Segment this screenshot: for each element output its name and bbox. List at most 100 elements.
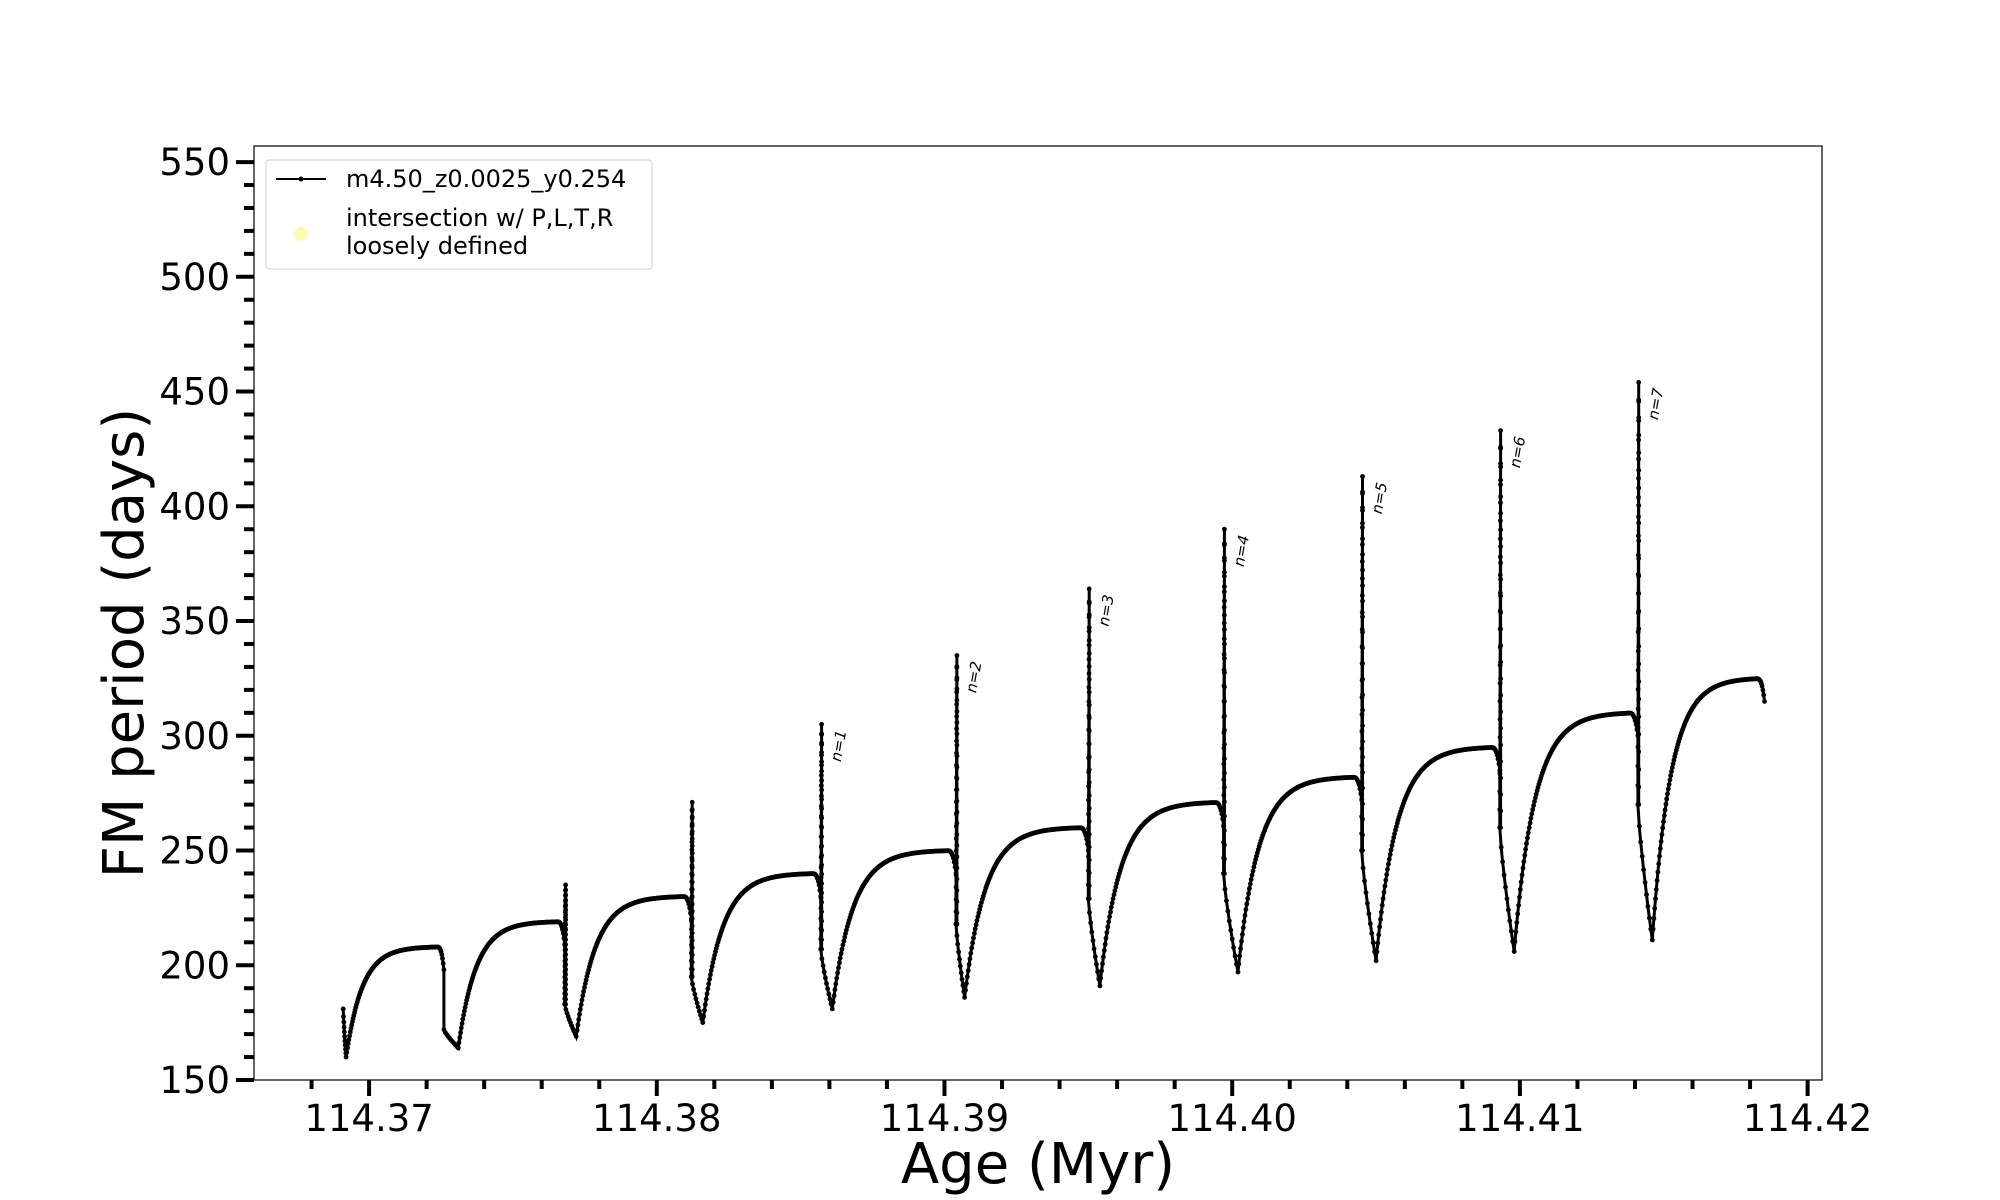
data-point [1359,576,1365,581]
data-point [1525,830,1531,836]
data-point [954,832,960,837]
data-point [1360,739,1365,744]
data-point [1221,871,1226,876]
pulse-label-n=7: n=7 [1644,386,1667,421]
data-point [1221,824,1227,829]
data-point [345,1041,351,1047]
data-point [706,981,712,987]
data-point [819,937,824,943]
data-point [976,910,982,916]
data-point [954,701,960,707]
data-point [833,981,839,987]
data-point [956,949,961,955]
legend-marker-swatch [294,227,308,241]
data-point [1221,605,1227,610]
pulse-label-n=2: n=2 [962,660,985,694]
data-point [689,930,695,936]
data-point [1391,835,1397,840]
data-point [1222,856,1227,862]
data-point [1105,924,1111,930]
data-point [563,972,568,977]
data-point [563,977,568,982]
data-point [1360,707,1365,713]
x-tick-label: 114.42 [1743,1097,1872,1140]
data-point [440,961,446,966]
data-point [1359,729,1365,734]
data-point [1498,510,1503,516]
data-point [1097,983,1103,989]
data-point [1392,831,1397,837]
data-point [1109,900,1115,906]
data-point [689,894,695,900]
data-point [1086,805,1092,811]
data-point [689,901,695,907]
data-point [967,956,973,962]
data-point [1360,754,1365,760]
data-point [1386,861,1391,867]
data-point [1379,902,1385,908]
data-point [341,1024,347,1030]
data-point [819,731,824,737]
data-point [1370,940,1376,946]
data-point [1108,904,1114,910]
data-point [689,814,695,820]
data-point [576,1017,582,1022]
data-point [563,912,568,918]
data-point [1244,901,1250,907]
data-point [1360,525,1365,530]
data-point [1663,801,1669,807]
data-point [1362,878,1367,884]
data-point [708,972,713,978]
data-point [1222,612,1227,618]
series-markers [340,380,1767,1060]
data-point [573,1034,579,1039]
data-point [1222,627,1227,632]
data-point [1761,692,1767,698]
data-point [954,787,960,793]
data-point [818,885,824,891]
data-point [1498,494,1503,500]
y-tick-label: 550 [159,141,230,184]
y-tick-label: 200 [159,944,230,987]
data-point [693,996,699,1002]
data-point [1654,878,1660,883]
data-point [1086,754,1092,760]
data-point [708,968,714,973]
data-point [974,918,980,923]
data-point [1092,954,1098,960]
data-point [958,970,964,976]
data-point [954,731,960,737]
data-point [1636,538,1642,544]
data-point [1086,612,1092,618]
data-point [826,991,832,997]
data-point [347,1029,353,1035]
data-point [959,976,965,982]
data-point [1517,887,1523,892]
data-point [819,778,824,783]
data-point [462,1005,468,1010]
data-point [1518,879,1524,885]
data-point [819,909,824,915]
data-point [954,697,960,703]
data-point [1360,520,1365,526]
data-point [1373,958,1379,964]
data-point [819,806,824,811]
data-point [1668,773,1674,778]
data-point [1086,780,1092,785]
data-point [341,1019,347,1025]
data-point [1086,651,1092,656]
data-point [838,951,844,956]
data-point [1635,687,1641,692]
data-point [1238,946,1243,951]
data-point [1386,856,1392,862]
data-point [819,796,824,802]
data-point [966,962,972,967]
x-tick-label: 114.41 [1455,1097,1584,1140]
data-point [963,987,968,993]
data-point [1497,716,1503,722]
data-point [1221,573,1227,579]
data-point [1636,731,1642,737]
data-point [954,709,960,714]
data-point [705,986,711,992]
data-point [1380,896,1386,901]
